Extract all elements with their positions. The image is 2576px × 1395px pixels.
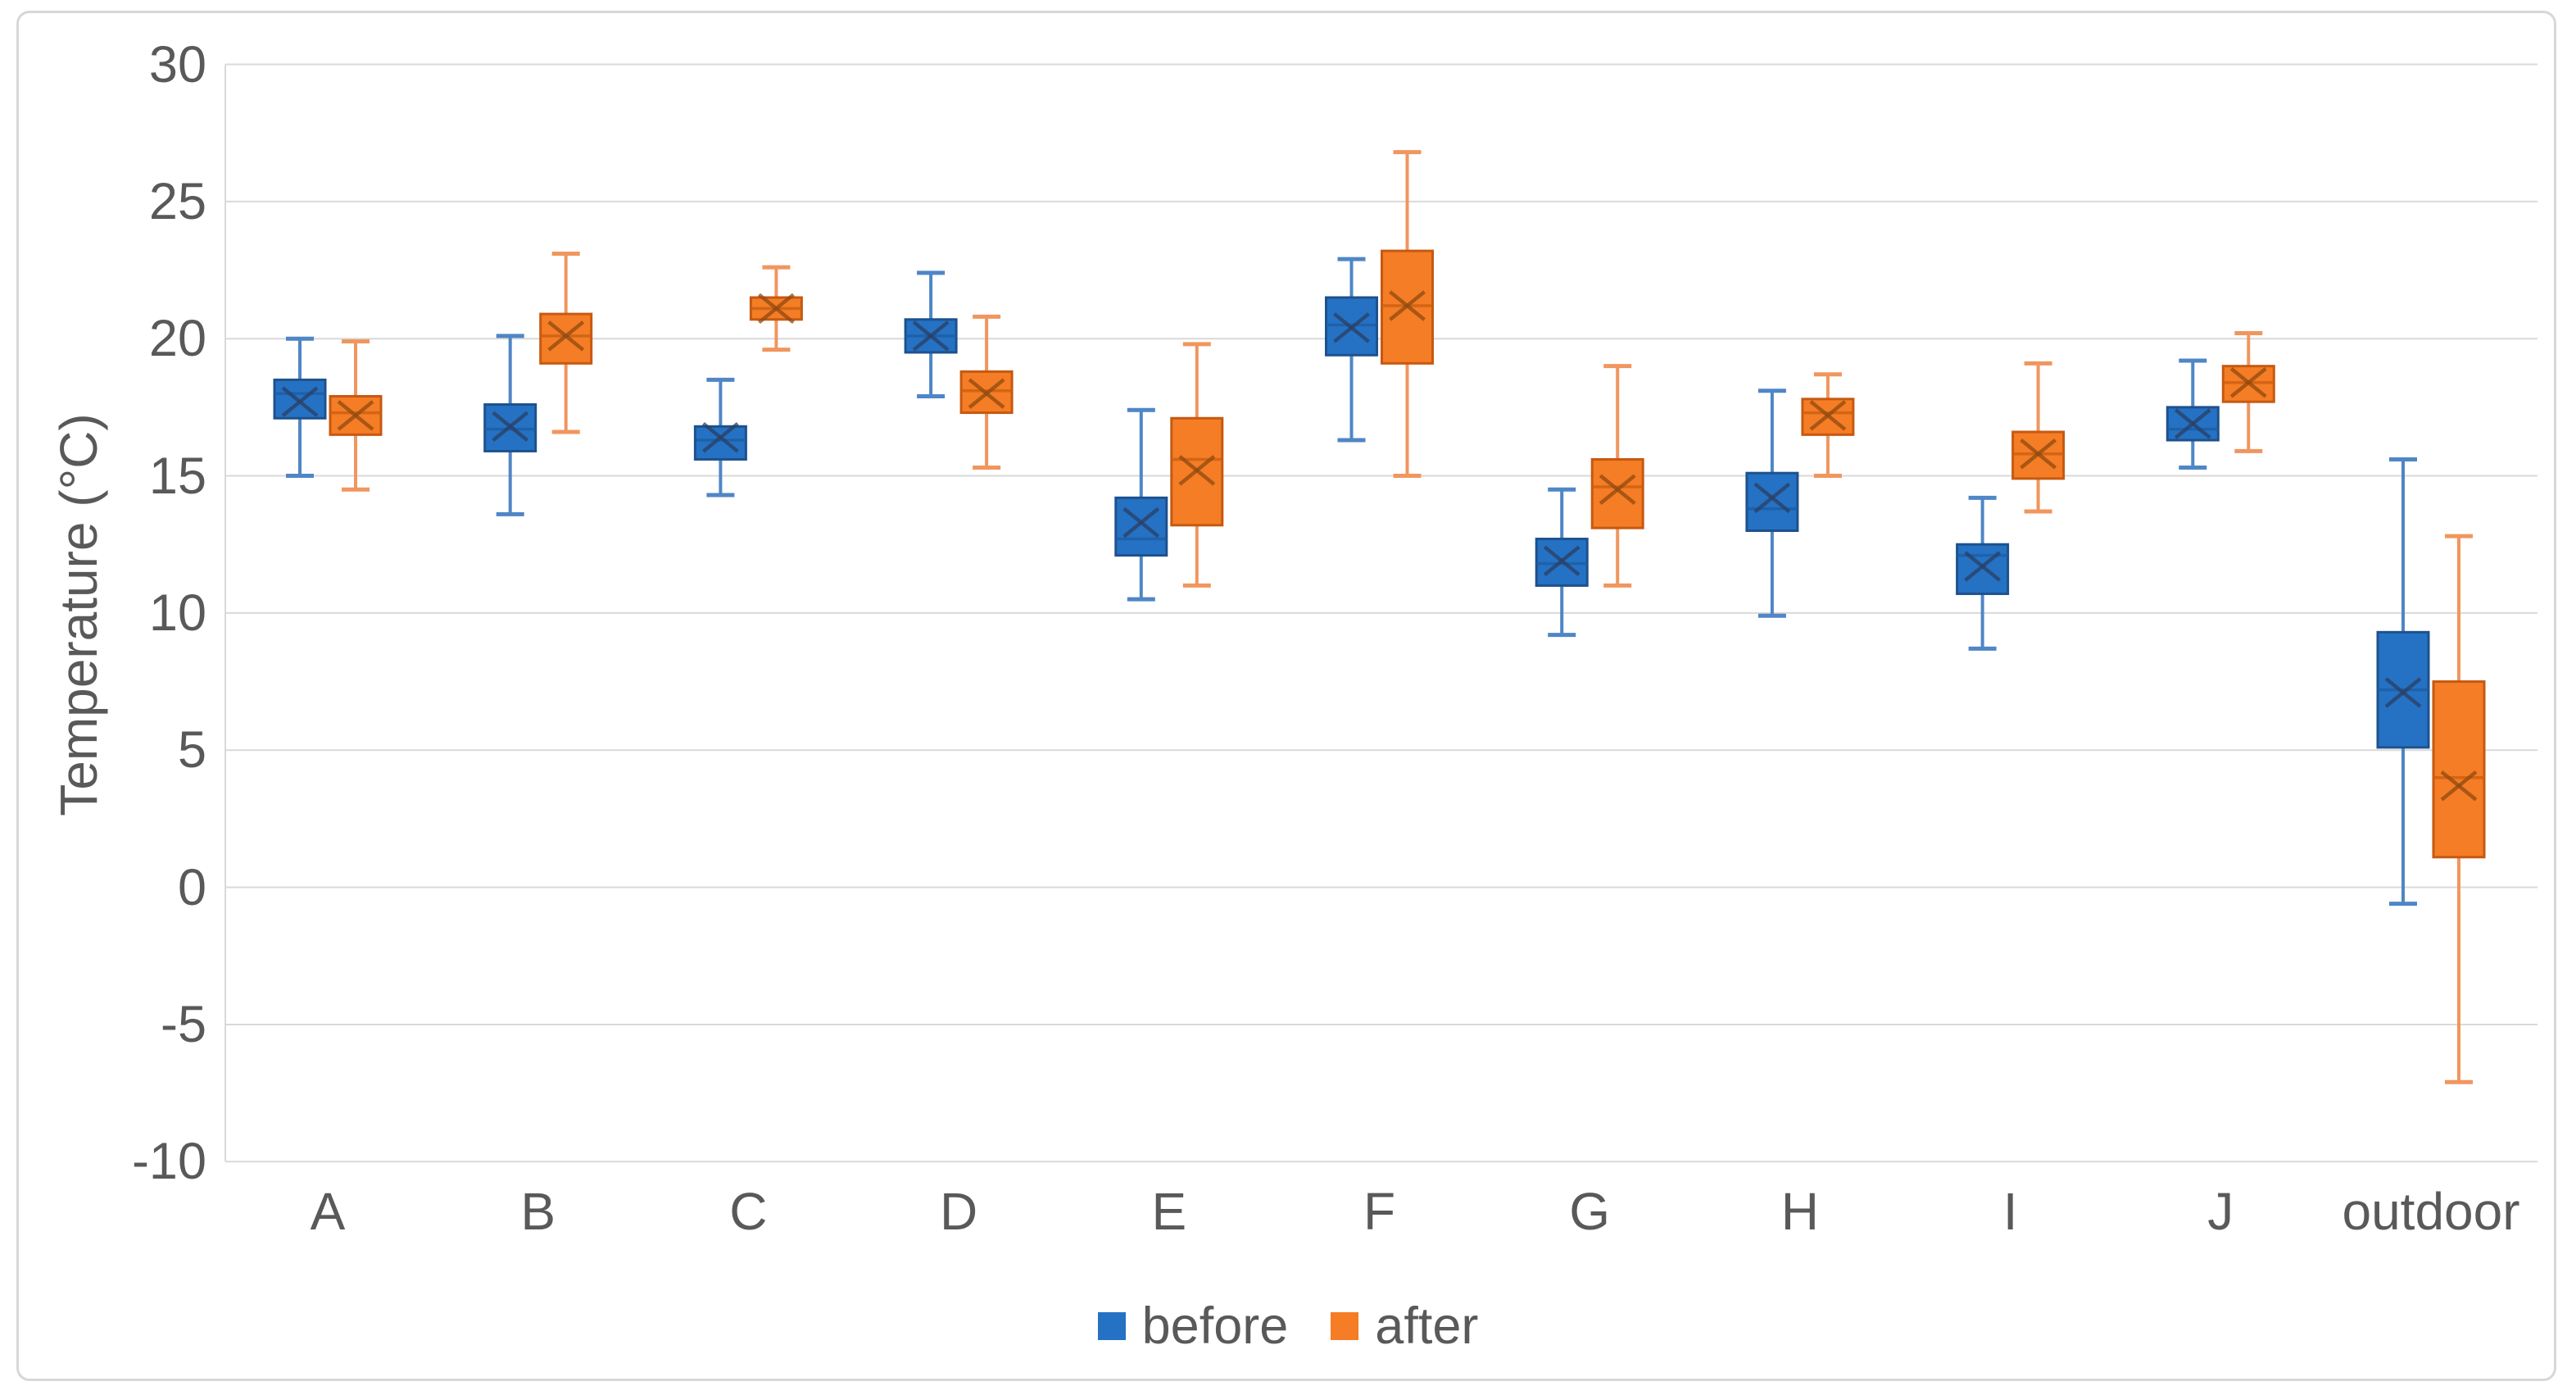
mean-marker-after-outdoor: [2440, 770, 2478, 802]
x-category-label-G: G: [1569, 1182, 1611, 1241]
mean-marker-after-C: [757, 293, 795, 325]
iqr-box-after-B: [539, 312, 593, 365]
box-before-B: [483, 334, 537, 516]
box-after-D: [959, 314, 1014, 470]
box-after-I: [2011, 361, 2066, 514]
mean-marker-after-A: [337, 400, 374, 431]
legend-label-after: after: [1375, 1297, 1479, 1355]
y-tick-label-10: 10: [148, 584, 206, 642]
mean-marker-before-outdoor: [2384, 677, 2422, 708]
mean-marker-before-D: [912, 320, 950, 352]
box-after-A: [329, 339, 383, 492]
x-category-label-J: J: [2207, 1182, 2234, 1241]
mean-marker-after-D: [968, 378, 1005, 409]
iqr-box-before-H: [1745, 471, 1799, 532]
box-before-F: [1325, 257, 1378, 443]
iqr-box-before-A: [273, 378, 327, 420]
iqr-box-before-C: [693, 425, 747, 461]
x-category-label-H: H: [1780, 1182, 1819, 1241]
legend-item-after: after: [1331, 1297, 1478, 1355]
legend-swatch-before-icon: [1097, 1312, 1126, 1340]
mean-marker-before-G: [1543, 545, 1581, 577]
box-after-outdoor: [2432, 534, 2486, 1084]
box-after-E: [1170, 342, 1224, 588]
mean-marker-before-C: [701, 421, 739, 453]
x-category-label-E: E: [1151, 1182, 1187, 1241]
iqr-box-after-G: [1590, 457, 1644, 529]
box-before-C: [693, 377, 747, 498]
mean-marker-before-E: [1122, 507, 1160, 538]
mean-marker-after-E: [1178, 455, 1216, 486]
box-before-H: [1745, 389, 1799, 618]
x-category-label-D: D: [939, 1182, 978, 1241]
mean-marker-before-F: [1333, 312, 1370, 343]
box-before-E: [1114, 407, 1168, 602]
box-after-G: [1590, 364, 1644, 588]
box-after-B: [539, 251, 593, 434]
iqr-box-after-outdoor: [2432, 680, 2486, 859]
mean-marker-before-J: [2174, 408, 2211, 439]
y-tick-label-25: 25: [148, 172, 206, 230]
box-before-J: [2166, 358, 2220, 470]
y-tick-label-15: 15: [148, 447, 206, 505]
mean-marker-before-A: [281, 386, 319, 417]
iqr-box-before-E: [1114, 496, 1168, 557]
box-before-D: [904, 270, 958, 398]
box-after-C: [749, 265, 803, 352]
box-after-H: [1801, 372, 1855, 479]
x-category-label-I: I: [2002, 1182, 2018, 1241]
box-before-outdoor: [2376, 457, 2430, 907]
box-after-F: [1381, 150, 1434, 479]
mean-marker-before-B: [492, 411, 529, 443]
mean-marker-after-J: [2229, 367, 2267, 398]
mean-marker-after-G: [1599, 474, 1636, 506]
y-tick-label-20: 20: [148, 310, 206, 368]
y-tick-label--5: -5: [160, 995, 206, 1053]
mean-marker-after-F: [1389, 290, 1426, 321]
legend-label-before: before: [1141, 1297, 1289, 1355]
y-tick-label--10: -10: [131, 1133, 206, 1191]
box-before-I: [1956, 495, 2010, 651]
y-tick-label-30: 30: [148, 35, 206, 93]
x-category-label-B: B: [520, 1182, 556, 1241]
y-tick-label-5: 5: [177, 721, 206, 779]
iqr-box-before-I: [1956, 543, 2010, 595]
mean-marker-after-B: [547, 320, 585, 352]
legend-swatch-after-icon: [1331, 1312, 1359, 1340]
box-before-A: [273, 336, 327, 479]
box-after-J: [2221, 331, 2275, 453]
y-tick-label-0: 0: [177, 858, 206, 916]
mean-marker-after-H: [1809, 400, 1847, 431]
y-axis-title: Temperature (°C): [49, 413, 108, 816]
x-category-label-F: F: [1363, 1182, 1396, 1241]
legend-item-before: before: [1097, 1297, 1289, 1355]
box-before-G: [1535, 487, 1589, 638]
x-category-label-C: C: [729, 1182, 768, 1241]
mean-marker-after-I: [2020, 438, 2057, 470]
chart-outer-border: [16, 11, 2556, 1381]
mean-marker-before-H: [1753, 482, 1791, 514]
chart-legend: before after: [0, 1293, 2576, 1359]
x-category-label-outdoor: outdoor: [2342, 1182, 2520, 1241]
mean-marker-before-I: [1964, 551, 2002, 582]
x-category-label-A: A: [310, 1182, 346, 1241]
